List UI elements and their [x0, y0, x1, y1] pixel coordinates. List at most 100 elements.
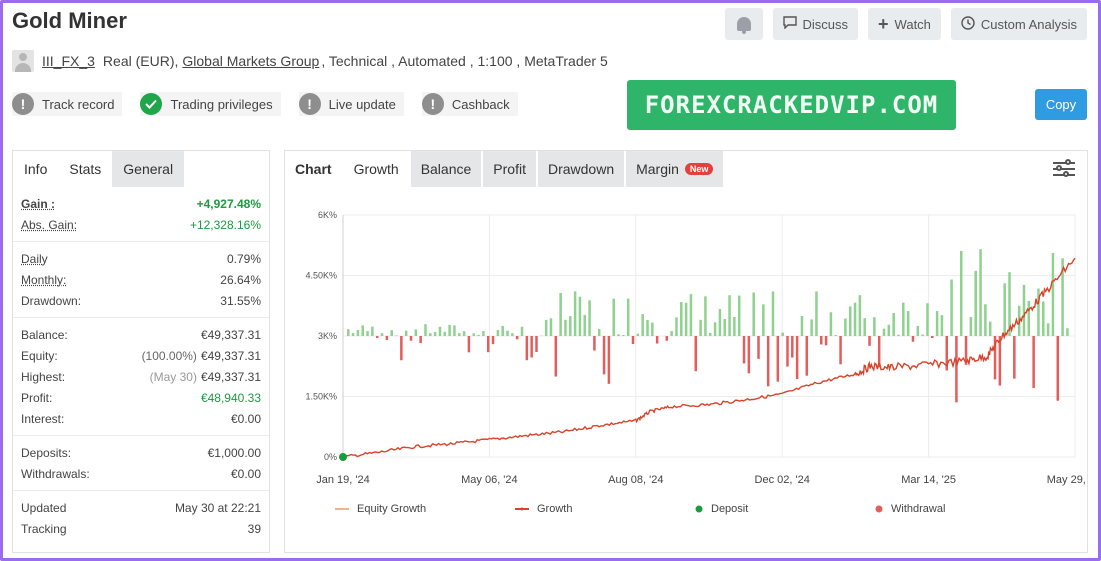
return-bar-negative [1056, 336, 1060, 401]
return-bar-negative [419, 336, 422, 344]
tab-drawdown[interactable]: Drawdown [537, 151, 625, 187]
return-bar-positive [762, 304, 765, 336]
legend-withdrawal[interactable]: Withdrawal [875, 503, 1055, 515]
y-tick-label: 0% [324, 452, 337, 462]
legend-label: Equity Growth [357, 503, 427, 515]
return-bar-positive [1046, 323, 1050, 336]
stat-tracking: Tracking 39 [21, 518, 261, 539]
avatar[interactable] [12, 50, 34, 72]
verification-badges: ! Track record Trading privileges ! Live… [12, 92, 518, 116]
return-bar-negative [795, 336, 799, 380]
growth-chart[interactable]: 0% 1.50K% 3K% 4.50K% 6K% Jan 19, '24 May 06, '… [285, 187, 1087, 497]
legend-equity-growth[interactable]: Equity Growth [335, 503, 515, 515]
gain-group: Gain : +4,927.48% Abs. Gain: +12,328.16% [13, 187, 269, 242]
return-bar-positive [921, 334, 924, 336]
stat-value: +4,927.48% [196, 196, 261, 211]
return-bar-positive [699, 319, 702, 336]
x-tick-label: Dec 02, '24 [755, 474, 810, 486]
stat-label: Balance: [21, 327, 68, 342]
return-bar-negative [530, 336, 533, 358]
bell-icon [736, 17, 751, 34]
return-bar-positive [646, 319, 649, 336]
x-tick-label: Aug 08, '24 [608, 474, 663, 486]
chart-settings-icon[interactable] [1053, 159, 1075, 179]
stat-withdrawals: Withdrawals: €0.00 [21, 463, 261, 484]
tab-chart-title: Chart [285, 151, 342, 187]
tab-general[interactable]: General [112, 151, 185, 187]
return-bar-positive [1066, 328, 1069, 336]
stat-value: €49,337.31 [200, 348, 261, 363]
stat-label[interactable]: Daily [21, 251, 48, 266]
stat-value: 0.79% [226, 251, 261, 266]
return-bar-positive [906, 311, 910, 336]
return-bar-positive [853, 302, 857, 336]
x-tick-label: May 29, '25 [1047, 474, 1087, 486]
badge-trading-privileges[interactable]: Trading privileges [140, 92, 281, 116]
return-bar-positive [380, 333, 384, 336]
clock-icon [961, 15, 975, 33]
tab-balance[interactable]: Balance [410, 151, 482, 187]
return-bar-positive [433, 332, 437, 336]
return-bar-positive [544, 319, 548, 336]
stat-label[interactable]: Gain : [21, 196, 56, 211]
discuss-button[interactable]: Discuss [772, 8, 859, 40]
return-bar-negative [1032, 336, 1035, 389]
return-bar-negative [665, 336, 669, 341]
y-tick-label: 4.50K% [305, 271, 337, 281]
return-bar-negative [515, 336, 519, 340]
return-bar-positive [800, 316, 804, 336]
return-bar-negative [766, 336, 770, 387]
return-bar-negative [385, 336, 389, 340]
stat-label: Profit: [21, 390, 53, 405]
y-tick-label: 3K% [318, 331, 337, 341]
return-bar-positive [718, 308, 722, 336]
return-bar-positive [424, 324, 427, 336]
tracking-group: Updated May 30 at 22:21 Tracking 39 [13, 491, 269, 545]
return-bar-positive [873, 317, 876, 336]
badge-live-update[interactable]: ! Live update [298, 92, 404, 116]
return-bar-positive [815, 291, 818, 336]
stat-label[interactable]: Monthly: [21, 272, 67, 287]
tab-margin[interactable]: Margin New [626, 151, 724, 187]
return-bar-negative [805, 336, 809, 376]
account-type: Real (EUR), [102, 53, 179, 69]
return-bar-negative [607, 336, 611, 384]
return-bar-positive [979, 249, 982, 336]
return-bar-negative [742, 336, 746, 364]
stat-label: Deposits: [21, 445, 72, 460]
return-bar-positive [573, 291, 577, 336]
return-bar-positive [612, 298, 615, 336]
return-bar-positive [723, 319, 726, 336]
stat-label[interactable]: Abs. Gain: [21, 217, 78, 232]
return-bar-positive [583, 314, 587, 336]
return-bar-positive [366, 331, 369, 336]
return-bar-negative [400, 336, 403, 361]
return-bar-positive [438, 326, 442, 336]
legend-growth[interactable]: Growth [515, 503, 695, 515]
new-badge: New [684, 163, 714, 175]
tab-stats[interactable]: Stats [58, 151, 113, 187]
tab-growth[interactable]: Growth [343, 151, 409, 187]
return-bar-positive [559, 292, 562, 336]
return-bar-negative [839, 336, 842, 365]
return-bar-negative [467, 336, 471, 353]
stat-value: €48,940.33 [200, 390, 261, 405]
broker-link[interactable]: Global Markets Group [182, 53, 320, 69]
tab-info[interactable]: Info [13, 151, 59, 187]
return-bar-positive [940, 315, 944, 336]
badge-label: Live update [328, 96, 396, 112]
stat-updated: Updated May 30 at 22:21 [21, 497, 261, 518]
watch-button[interactable]: + Watch [868, 8, 941, 40]
legend-deposit[interactable]: Deposit [695, 503, 875, 515]
copy-button[interactable]: Copy [1035, 89, 1087, 120]
badge-track-record[interactable]: ! Track record [12, 92, 123, 116]
badge-cashback[interactable]: ! Cashback [421, 92, 518, 116]
notify-button[interactable] [724, 8, 763, 40]
tab-profit[interactable]: Profit [483, 151, 536, 187]
return-bar-negative [993, 336, 997, 380]
username-link[interactable]: III_FX_3 [42, 53, 95, 69]
stat-sub: (100.00%) [141, 348, 197, 363]
stat-gain: Gain : +4,927.48% [21, 193, 261, 214]
custom-analysis-button[interactable]: Custom Analysis [950, 8, 1087, 40]
growth-line [342, 257, 1076, 459]
